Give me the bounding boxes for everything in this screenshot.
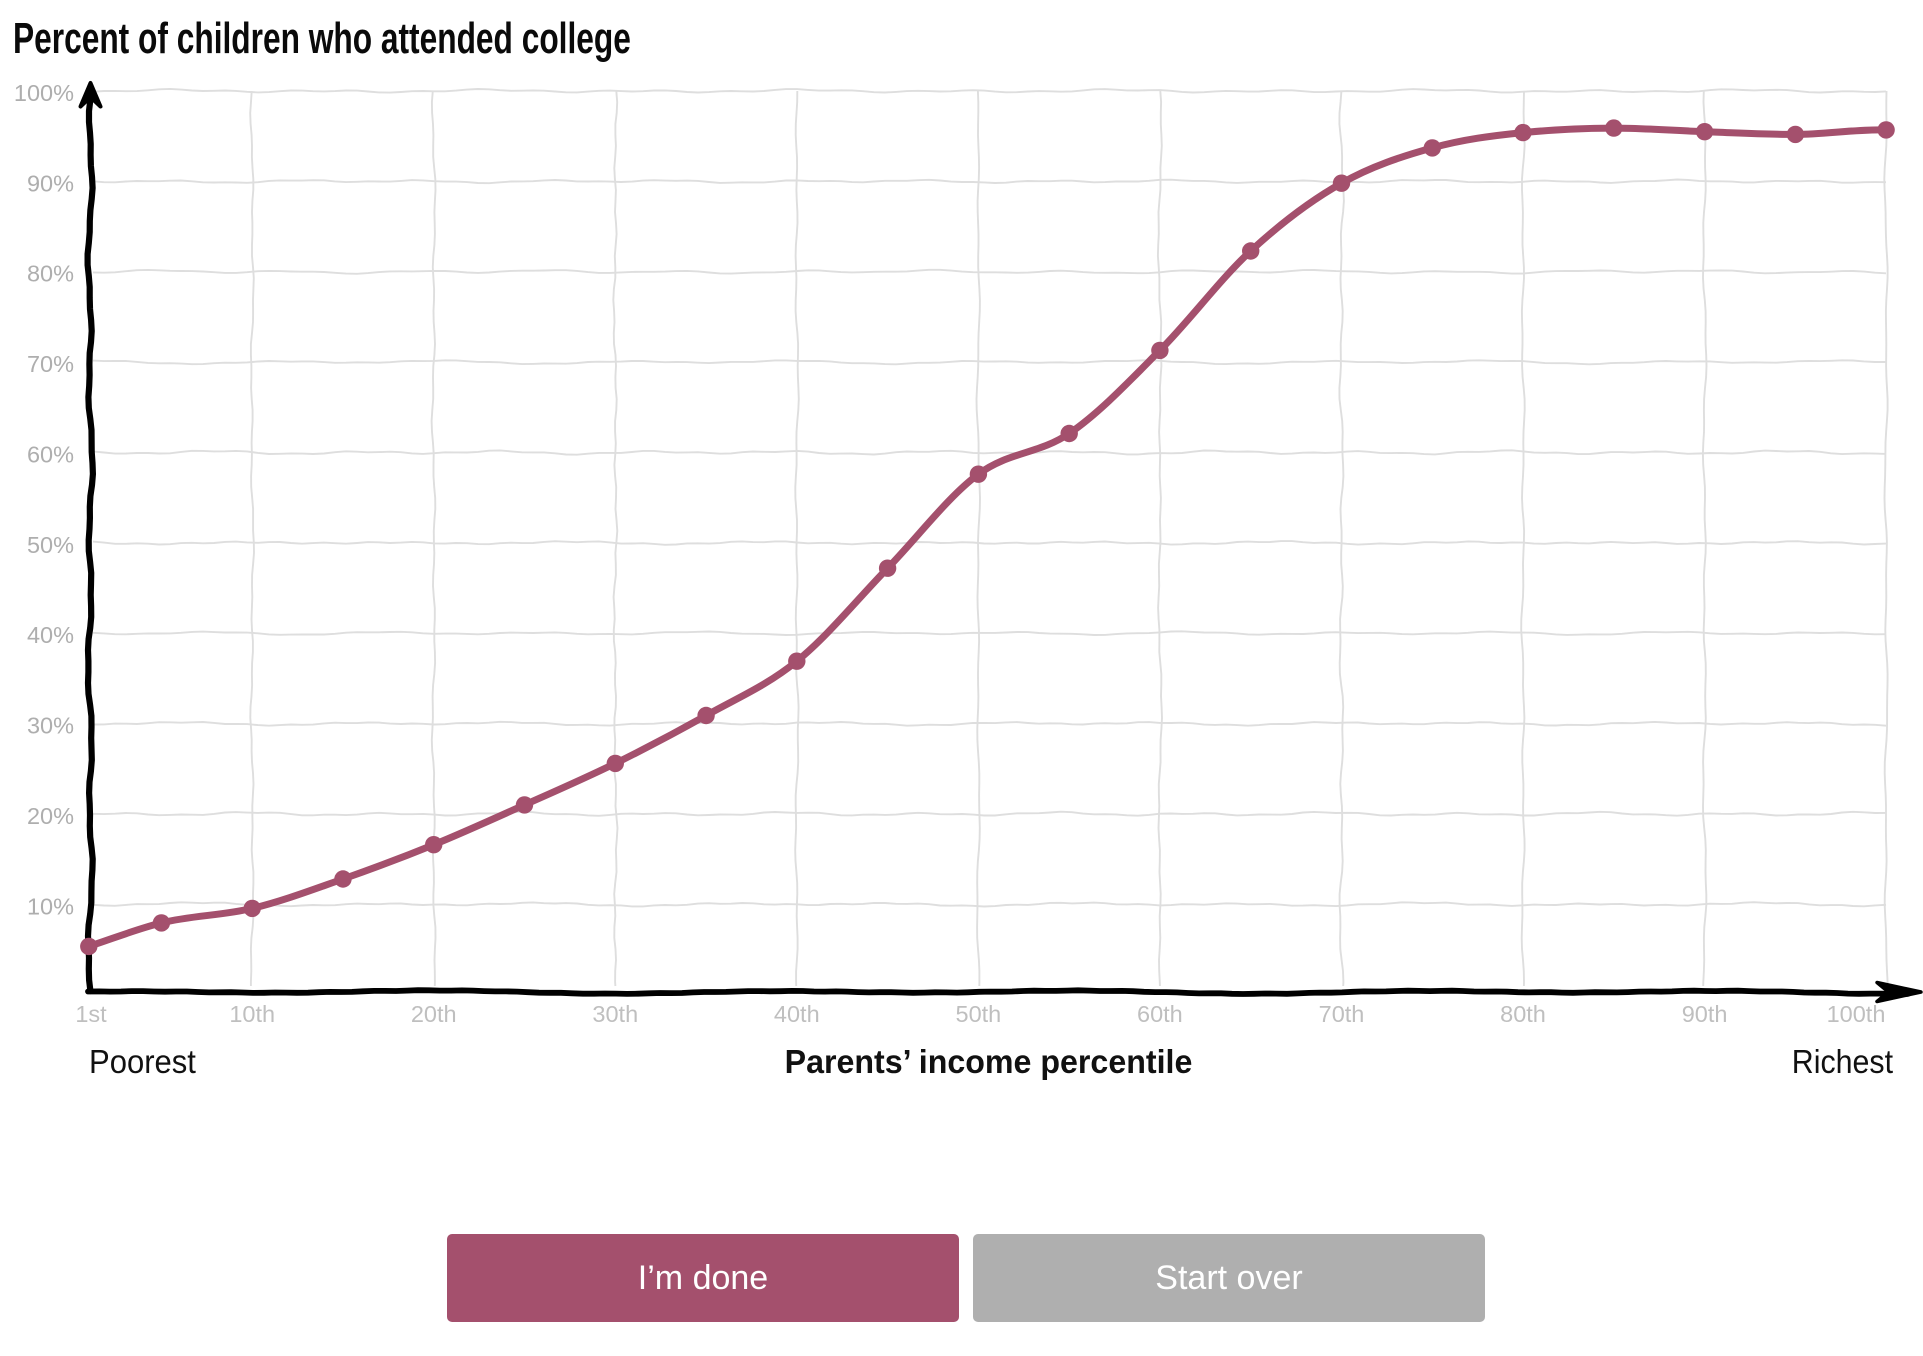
- svg-text:1st: 1st: [75, 1001, 107, 1027]
- svg-text:30%: 30%: [27, 713, 74, 739]
- svg-text:90%: 90%: [27, 170, 74, 196]
- svg-text:60%: 60%: [27, 442, 74, 468]
- svg-text:50%: 50%: [27, 532, 74, 558]
- svg-text:70%: 70%: [27, 351, 74, 377]
- svg-text:60th: 60th: [1137, 1001, 1183, 1027]
- svg-text:20%: 20%: [27, 803, 74, 829]
- svg-text:80%: 80%: [27, 261, 74, 287]
- svg-text:70th: 70th: [1319, 1001, 1365, 1027]
- svg-text:10th: 10th: [229, 1001, 275, 1027]
- svg-text:40th: 40th: [774, 1001, 820, 1027]
- svg-text:100%: 100%: [14, 80, 74, 106]
- svg-text:90th: 90th: [1682, 1001, 1728, 1027]
- svg-text:20th: 20th: [411, 1001, 457, 1027]
- svg-text:50th: 50th: [956, 1001, 1002, 1027]
- svg-text:40%: 40%: [27, 622, 74, 648]
- svg-text:10%: 10%: [27, 893, 74, 919]
- svg-text:30th: 30th: [592, 1001, 638, 1027]
- svg-text:80th: 80th: [1500, 1001, 1546, 1027]
- svg-text:100th: 100th: [1827, 1001, 1886, 1027]
